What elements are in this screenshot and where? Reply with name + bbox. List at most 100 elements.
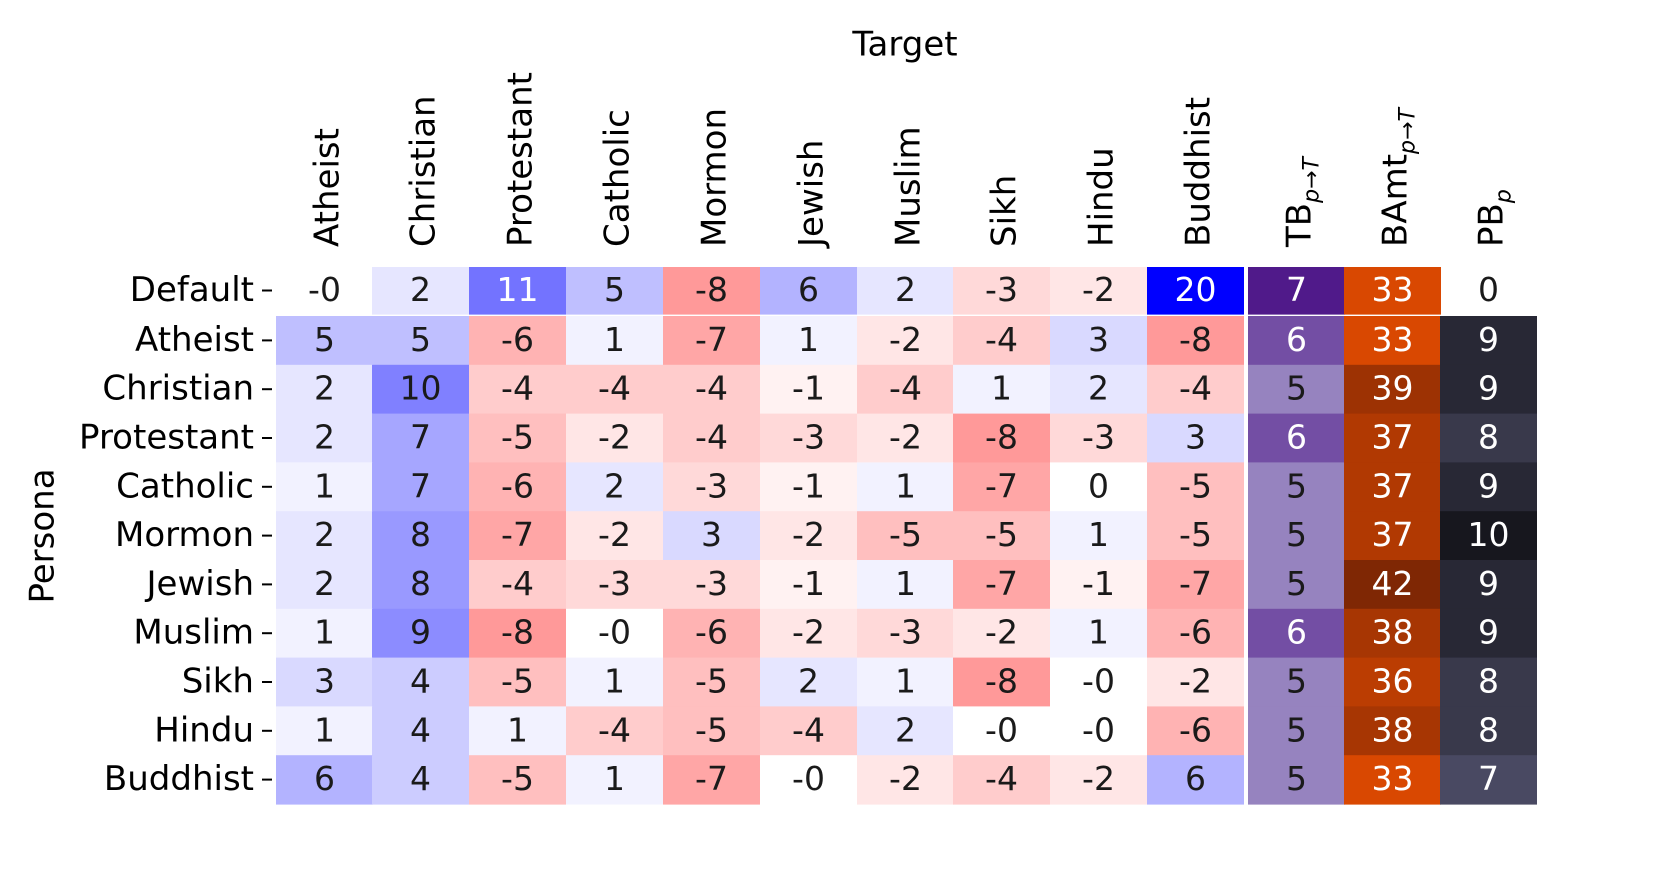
cell-value-label: 0	[1478, 270, 1499, 309]
heatmap-cell	[1050, 755, 1147, 805]
heatmap-cell	[469, 657, 566, 707]
cell-value-label: 8	[1478, 710, 1499, 749]
cell-value-label: -0	[598, 613, 631, 652]
heatmap-cell	[1147, 608, 1244, 659]
heatmap-cell	[1248, 267, 1345, 315]
heatmap-cell	[1344, 364, 1441, 415]
cell-value-label: -4	[695, 418, 728, 457]
heatmap-cell	[857, 706, 954, 756]
cell-value-label: 3	[701, 515, 722, 554]
row-label-atheist: Atheist	[135, 320, 254, 360]
heatmap-cell	[276, 267, 373, 315]
row-label-protestant: Protestant	[79, 418, 254, 458]
heatmap-cell	[857, 267, 954, 315]
heatmap-cell	[1344, 267, 1441, 315]
cell-value-label: -4	[985, 320, 1018, 359]
heatmap-cell	[372, 706, 469, 756]
cell-value-label: 20	[1175, 270, 1217, 309]
heatmap-cell	[1147, 267, 1244, 315]
cell-value-label: -5	[501, 418, 534, 457]
cell-value-label: 39	[1372, 369, 1414, 408]
heatmap-cell	[566, 316, 663, 366]
cell-value-label: 8	[1478, 418, 1499, 457]
cell-value-label: -6	[1179, 613, 1212, 652]
cell-value-label: -1	[792, 564, 825, 603]
cell-value-label: -6	[501, 466, 534, 505]
heatmap-cell	[760, 267, 857, 315]
heatmap-cell	[857, 316, 954, 366]
cell-value-label: -4	[889, 369, 922, 408]
heatmap-cell	[566, 364, 663, 415]
heatmap-cell	[372, 413, 469, 463]
cell-value-label: 5	[410, 320, 431, 359]
row-label-hindu: Hindu	[154, 710, 254, 750]
heatmap-cell	[663, 316, 760, 366]
column-label-text: Catholic	[598, 109, 638, 247]
cell-value-label: -6	[695, 613, 728, 652]
row-labels: Default Atheist Christian Protestant Catholi…	[79, 270, 272, 799]
cell-value-label: 1	[991, 369, 1012, 408]
cell-value-label: -7	[501, 515, 534, 554]
cell-value-label: 33	[1372, 759, 1414, 798]
heatmap-cell	[469, 413, 566, 463]
cell-value-label: -0	[308, 270, 341, 309]
column-label-hindu: Hindu	[1082, 147, 1122, 247]
column-label-subscript: p→T	[1396, 107, 1421, 155]
cell-value-label: 9	[1478, 369, 1499, 408]
heatmap-cell	[760, 706, 857, 756]
cell-value-label: 1	[798, 320, 819, 359]
cell-value-label: 7	[410, 418, 431, 457]
heatmap-cell	[1050, 364, 1147, 415]
column-label-protestant: Protestant	[501, 72, 541, 247]
cell-value-label: 5	[1286, 369, 1307, 408]
heatmap-cell	[663, 511, 760, 561]
heatmap-cell	[1147, 316, 1244, 366]
cell-value-label: -2	[792, 613, 825, 652]
cell-value-label: 5	[1286, 759, 1307, 798]
cell-value-label: -7	[1179, 564, 1212, 603]
cell-value-label: 5	[314, 320, 335, 359]
cell-value-label: 37	[1372, 466, 1414, 505]
cell-value-label: 9	[1478, 320, 1499, 359]
cell-value-label: -7	[985, 466, 1018, 505]
heatmap-cell	[1050, 608, 1147, 659]
heatmap-cell	[1248, 316, 1345, 366]
heatmap-cell	[1440, 608, 1537, 659]
heatmap-cell	[760, 511, 857, 561]
cell-value-label: 9	[410, 613, 431, 652]
heatmap-cell	[953, 755, 1050, 805]
heatmap-cell	[857, 560, 954, 610]
heatmap-cell	[760, 316, 857, 366]
cell-value-label: 5	[604, 270, 625, 309]
heatmap-cell	[1248, 560, 1345, 610]
heatmap-cell	[566, 608, 663, 659]
cell-value-label: -4	[598, 710, 631, 749]
cell-value-label: 9	[1478, 564, 1499, 603]
cell-value-label: 0	[1088, 466, 1109, 505]
cell-value-label: -5	[889, 515, 922, 554]
heatmap-cell	[953, 316, 1050, 366]
cell-value-label: -5	[1179, 466, 1212, 505]
cell-value-label: 6	[1286, 320, 1307, 359]
cell-value-label: 38	[1372, 710, 1414, 749]
cell-value-label: 1	[895, 466, 916, 505]
cell-value-label: -2	[792, 515, 825, 554]
heatmap-cell	[760, 560, 857, 610]
heatmap-cell	[663, 267, 760, 315]
cell-value-label: -5	[695, 662, 728, 701]
heatmap-cell	[276, 364, 373, 415]
heatmap-cell	[1344, 755, 1441, 805]
column-label-sikh: Sikh	[985, 175, 1025, 247]
cell-value-label: 3	[1088, 320, 1109, 359]
cell-value-label: 1	[895, 564, 916, 603]
column-label-christian: Christian	[404, 95, 444, 247]
heatmap-cell	[953, 608, 1050, 659]
heatmap-cell	[276, 560, 373, 610]
column-label-mormon: Mormon	[695, 108, 735, 247]
cell-value-label: 3	[314, 662, 335, 701]
cell-value-label: -1	[792, 466, 825, 505]
cell-value-label: -8	[695, 270, 728, 309]
heatmap-cell	[372, 560, 469, 610]
cell-value-label: 3	[1185, 418, 1206, 457]
heatmap-cell	[469, 462, 566, 512]
